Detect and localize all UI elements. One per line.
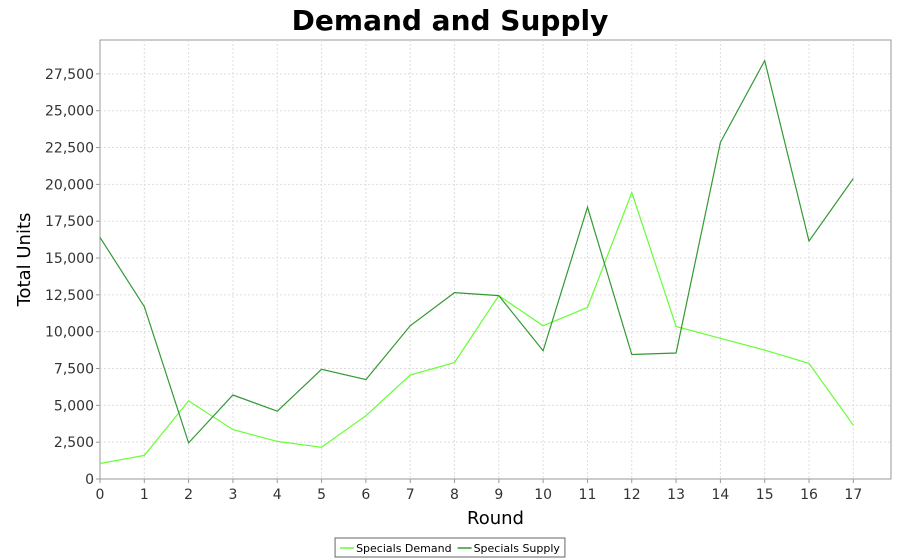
series-line-demand [99, 190, 854, 465]
y-tick-label: 10,000 [45, 325, 94, 341]
y-tick-label: 20,000 [45, 177, 94, 193]
x-tick-label: 4 [273, 487, 282, 503]
x-tick-label: 7 [406, 487, 415, 503]
x-tick-label: 17 [844, 487, 862, 503]
y-tick-label: 0 [85, 472, 94, 488]
legend-box [334, 537, 566, 558]
y-tick-label: 25,000 [45, 104, 94, 120]
legend-label: Specials Supply [474, 542, 561, 555]
x-tick-label: 12 [623, 487, 641, 503]
series-group [99, 58, 854, 465]
x-tick-label: 6 [361, 487, 370, 503]
plot-area [99, 39, 892, 480]
x-tick-label: 10 [534, 487, 552, 503]
chart-title: Demand and Supply [292, 4, 609, 37]
y-tick-label: 22,500 [45, 141, 94, 157]
x-tick-label: 15 [756, 487, 774, 503]
grid [100, 40, 891, 479]
x-tick-label: 2 [184, 487, 193, 503]
x-tick-label: 11 [579, 487, 597, 503]
series-line-supply [99, 58, 854, 445]
legend-label: Specials Demand [356, 542, 452, 555]
x-tick-label: 9 [494, 487, 503, 503]
y-axis-label: Total Units [14, 213, 35, 308]
y-tick-label: 7,500 [54, 362, 94, 378]
x-tick-label: 13 [667, 487, 685, 503]
y-tick-label: 27,500 [45, 67, 94, 83]
x-axis-label: Round [467, 508, 524, 529]
x-tick-label: 1 [140, 487, 149, 503]
x-tick-label: 5 [317, 487, 326, 503]
y-tick-label: 12,500 [45, 288, 94, 304]
x-tick-label: 8 [450, 487, 459, 503]
y-tick-label: 15,000 [45, 251, 94, 267]
x-tick-label: 3 [228, 487, 237, 503]
x-tick-label: 16 [800, 487, 818, 503]
y-tick-label: 5,000 [54, 398, 94, 414]
x-tick-label: 0 [96, 487, 105, 503]
x-tick-label: 14 [711, 487, 729, 503]
y-tick-label: 2,500 [54, 435, 94, 451]
axes: 0 2,500 5,000 7,500 10,000 12,500 15,000 17,500… [45, 67, 862, 503]
legend: Specials Demand Specials Supply [334, 537, 566, 558]
y-tick-label: 17,500 [45, 214, 94, 230]
